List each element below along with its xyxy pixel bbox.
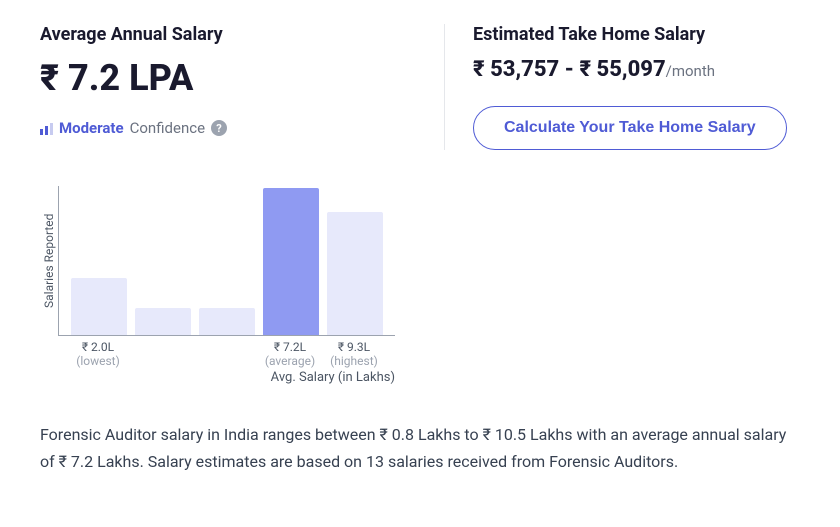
bar-label: ₹ 9.3L(highest) [326, 340, 382, 368]
bar-label [198, 340, 254, 368]
avg-salary-title: Average Annual Salary [40, 24, 420, 45]
bar-label: ₹ 2.0L(lowest) [70, 340, 126, 368]
bar-labels-row: ₹ 2.0L(lowest) ₹ 7.2L(average) ₹ 9.3L(high… [58, 340, 395, 368]
bar-label [134, 340, 190, 368]
bar [135, 308, 191, 335]
help-icon[interactable]: ? [211, 120, 227, 136]
bar [327, 212, 383, 335]
confidence-suffix: Confidence [130, 119, 205, 137]
bar [71, 278, 127, 335]
bar-chart-area [58, 186, 395, 336]
bar-col [263, 188, 319, 335]
per-month-label: /month [666, 62, 715, 80]
y-axis-label: Salaries Reported [40, 186, 58, 336]
confidence-level: Moderate [59, 119, 124, 137]
take-home-amount: ₹ 53,757 - ₹ 55,097 [473, 57, 666, 82]
bar-col [327, 212, 383, 335]
bar [263, 188, 319, 335]
calculate-button[interactable]: Calculate Your Take Home Salary [473, 106, 787, 150]
vertical-divider [444, 24, 445, 150]
bar-col [199, 308, 255, 335]
salary-chart: Salaries Reported ₹ 2.0L(lowest) ₹ 7.2L(a… [40, 186, 800, 385]
take-home-title: Estimated Take Home Salary [473, 24, 800, 45]
bar-label: ₹ 7.2L(average) [262, 340, 318, 368]
bar-col [135, 308, 191, 335]
confidence-row: Moderate Confidence ? [40, 119, 420, 137]
avg-salary-value: ₹ 7.2 LPA [40, 57, 420, 99]
x-axis-label: Avg. Salary (in Lakhs) [58, 370, 395, 385]
take-home-value: ₹ 53,757 - ₹ 55,097/month [473, 57, 800, 82]
bar-col [71, 278, 127, 335]
confidence-bars-icon [40, 121, 53, 135]
bar [199, 308, 255, 335]
description-text: Forensic Auditor salary in India ranges … [40, 421, 800, 475]
